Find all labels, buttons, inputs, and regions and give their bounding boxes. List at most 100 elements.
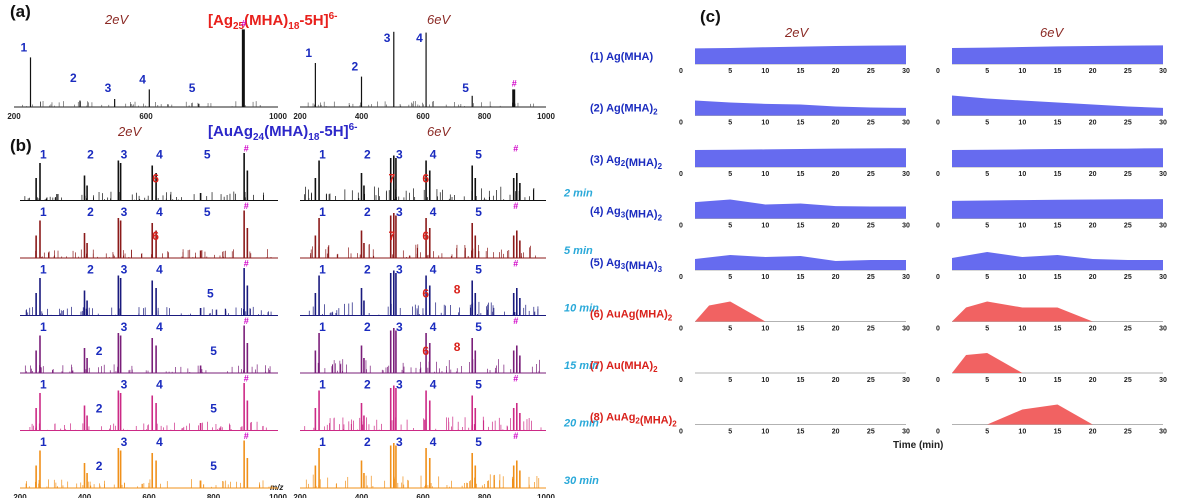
b-peak-label: 8 — [454, 340, 461, 354]
c-x-tick-label: 20 — [832, 429, 840, 436]
c-x-tick-label: 15 — [797, 377, 805, 384]
c-x-tick-label: 15 — [797, 120, 805, 127]
b-x-tick-label: 800 — [207, 493, 221, 498]
b-peak-label: # — [513, 374, 518, 384]
c-x-tick-label: 20 — [1089, 120, 1097, 127]
b-peak-label: 4 — [156, 320, 163, 334]
b-peak-label: # — [244, 431, 249, 441]
c-area — [952, 45, 1163, 64]
b-peak-label: # — [244, 201, 249, 211]
c-x-tick-label: 10 — [761, 326, 769, 333]
c-energy-high: 6eV — [1040, 25, 1064, 40]
b-x-tick-label: 600 — [416, 493, 430, 498]
c-x-tick-label: 10 — [1018, 377, 1026, 384]
c-x-tick-label: 20 — [832, 274, 840, 281]
c-x-tick-label: 25 — [867, 326, 875, 333]
formula-b: [AuAg24(MHA)18-5H]6- — [208, 122, 357, 143]
c-x-tick-label: 0 — [679, 429, 683, 436]
c-x-tick-label: 30 — [1159, 68, 1167, 75]
c-x-tick-label: 15 — [1054, 171, 1062, 178]
c-x-tick-label: 15 — [797, 429, 805, 436]
b-peak-label: 7 — [389, 172, 396, 186]
b-peak-label: 1 — [319, 263, 326, 277]
c-x-tick-label: 5 — [728, 377, 732, 384]
b-peak-label: 4 — [156, 378, 163, 392]
b-peak-label: 5 — [475, 320, 482, 334]
c-x-tick-label: 10 — [1018, 68, 1026, 75]
b-peak-label: # — [244, 316, 249, 326]
c-x-tick-label: 25 — [1124, 326, 1132, 333]
b-peak-label: 6 — [152, 229, 159, 243]
c-x-tick-label: 30 — [902, 274, 910, 281]
a-peak-label: 2 — [352, 60, 359, 74]
b-peak-label: 5 — [204, 148, 211, 162]
c-x-tick-label: 10 — [761, 274, 769, 281]
c-x-tick-label: 5 — [728, 326, 732, 333]
c-x-tick-label: 25 — [1124, 274, 1132, 281]
b-peak-label: 4 — [156, 148, 163, 162]
c-x-tick-label: 20 — [1089, 223, 1097, 230]
b-peak-label: 5 — [207, 287, 214, 301]
b-peak-label: 1 — [40, 263, 47, 277]
b-peak-label: 4 — [430, 320, 437, 334]
c-x-tick-label: 15 — [1054, 326, 1062, 333]
c-x-tick-label: 20 — [832, 68, 840, 75]
a-x-tick-label: 600 — [139, 112, 153, 121]
b-peak-label: 1 — [40, 148, 47, 162]
b-time-label: 2 min — [563, 188, 593, 200]
b-peak-label: 2 — [364, 205, 371, 219]
c-x-tick-label: 0 — [936, 326, 940, 333]
c-x-tick-label: 0 — [936, 171, 940, 178]
b-peak-label: 3 — [121, 148, 128, 162]
b-peak-label: 1 — [40, 205, 47, 219]
a-peak-label: 1 — [305, 46, 312, 60]
c-row-label: (7) Au(MHA)2 — [590, 360, 658, 374]
c-x-tick-label: 30 — [902, 377, 910, 384]
a-x-tick-label: 200 — [293, 112, 307, 121]
b-peak-label: 2 — [364, 263, 371, 277]
c-x-tick-label: 30 — [1159, 274, 1167, 281]
b-peak-label: 3 — [121, 320, 128, 334]
c-x-tick-label: 15 — [1054, 223, 1062, 230]
c-x-tick-label: 10 — [761, 223, 769, 230]
c-x-tick-label: 30 — [1159, 377, 1167, 384]
c-x-tick-label: 20 — [1089, 429, 1097, 436]
c-x-tick-label: 10 — [1018, 326, 1026, 333]
b-peak-label: 5 — [475, 263, 482, 277]
c-x-tick-label: 15 — [1054, 377, 1062, 384]
c-x-tick-label: 20 — [1089, 68, 1097, 75]
c-x-tick-label: 15 — [1054, 274, 1062, 281]
b-peak-label: # — [513, 259, 518, 269]
c-area — [695, 100, 906, 116]
c-x-tick-label: 5 — [728, 68, 732, 75]
c-x-tick-label: 20 — [832, 171, 840, 178]
a-x-tick-label: 600 — [416, 112, 430, 121]
c-x-tick-label: 20 — [1089, 326, 1097, 333]
c-x-tick-label: 25 — [867, 429, 875, 436]
c-area — [952, 199, 1163, 219]
c-x-tick-label: 10 — [761, 377, 769, 384]
c-x-tick-label: 15 — [1054, 68, 1062, 75]
b-peak-label: 3 — [396, 205, 403, 219]
c-x-tick-label: 5 — [728, 429, 732, 436]
c-x-tick-label: 15 — [1054, 429, 1062, 436]
b-peak-label: 4 — [430, 378, 437, 392]
c-x-tick-label: 5 — [728, 274, 732, 281]
b-peak-label: 2 — [364, 320, 371, 334]
b-peak-label: 5 — [210, 459, 217, 473]
b-peak-label: 2 — [96, 402, 103, 416]
b-peak-label: 1 — [319, 205, 326, 219]
c-x-tick-label: 30 — [902, 68, 910, 75]
b-x-tick-label: 400 — [78, 493, 92, 498]
c-x-tick-label: 30 — [1159, 223, 1167, 230]
b-peak-label: # — [513, 201, 518, 211]
c-x-tick-label: 25 — [1124, 68, 1132, 75]
b-peak-label: 5 — [210, 402, 217, 416]
b-peak-label: 5 — [210, 344, 217, 358]
c-x-tick-label: 5 — [985, 171, 989, 178]
c-x-axis-title: Time (min) — [893, 440, 943, 451]
b-x-tick-label: 600 — [142, 493, 156, 498]
b-peak-label: 3 — [396, 378, 403, 392]
b-peak-label: 3 — [396, 320, 403, 334]
